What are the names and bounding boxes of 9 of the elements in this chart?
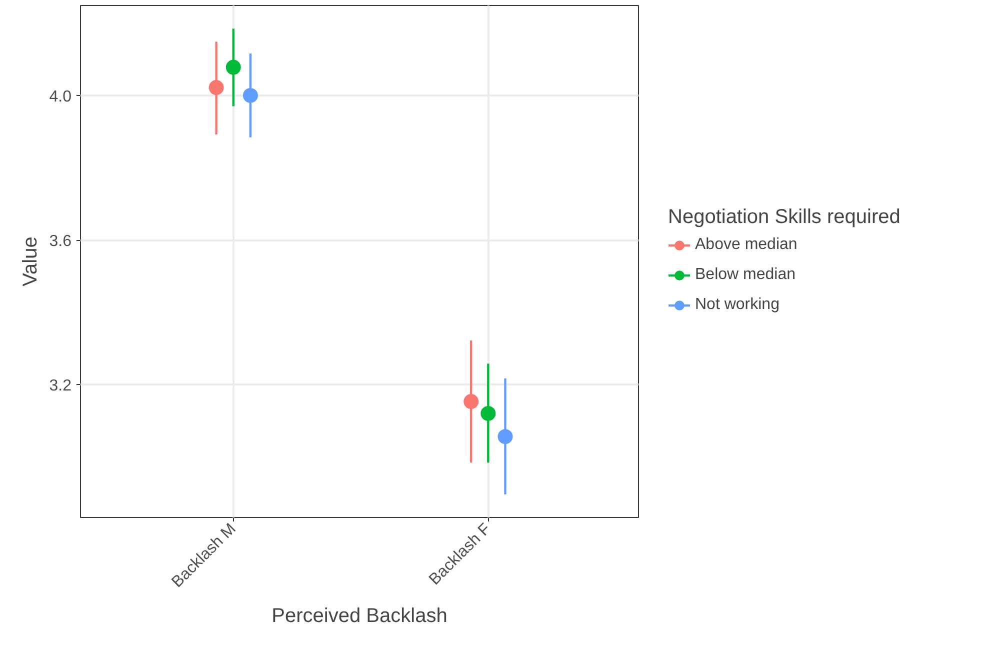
y-tick-label: 3.2 [49,378,72,395]
y-tick-label: 3.6 [49,233,72,250]
legend-label: Above median [695,236,798,254]
legend-label: Below median [695,266,796,284]
y-axis-title: Value [19,236,42,286]
x-axis-title: Perceived Backlash [272,604,448,627]
legend-title: Negotiation Skills required [668,206,900,229]
legend-label: Not working [695,296,780,314]
y-tick-label: 4.0 [49,88,72,106]
